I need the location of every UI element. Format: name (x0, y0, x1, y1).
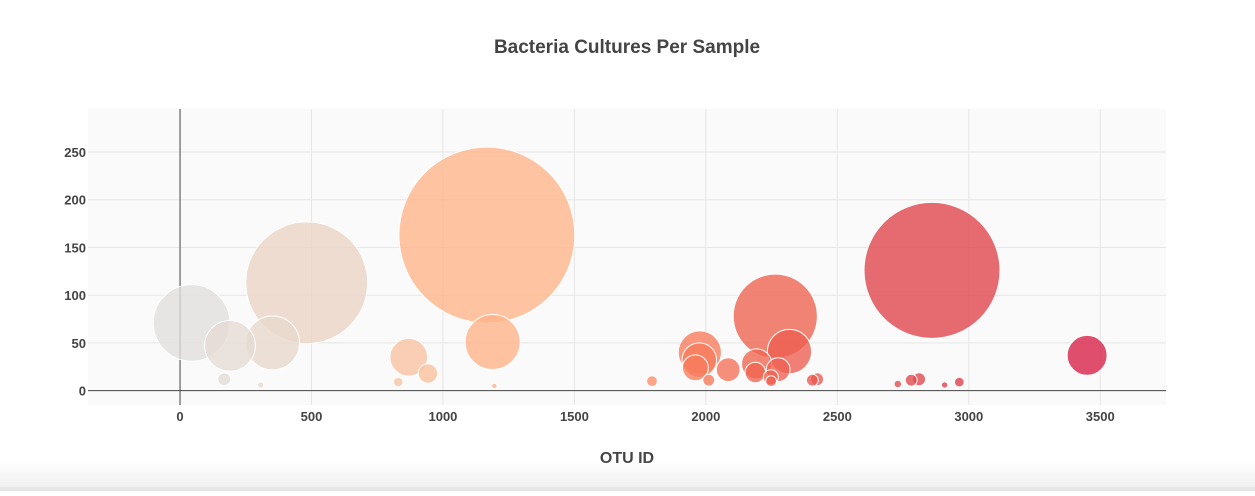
bubble-point (389, 337, 429, 377)
bubble-point (1066, 334, 1108, 376)
y-tick-label: 100 (64, 288, 86, 303)
bubble-point (464, 313, 521, 370)
bottom-border (0, 487, 1255, 491)
bubble-point (204, 319, 256, 372)
bubble-point (904, 373, 918, 387)
bubble-point (744, 361, 767, 384)
y-tick-label: 150 (64, 240, 86, 255)
bubble-point (940, 381, 949, 389)
bubble-point (893, 379, 903, 389)
x-tick-label: 1000 (428, 409, 457, 424)
y-tick-label: 250 (64, 145, 86, 160)
x-tick-label: 2000 (691, 409, 720, 424)
bubble-point (702, 373, 716, 387)
bubbles (152, 146, 1108, 390)
chart-title: Bacteria Cultures Per Sample (494, 37, 760, 58)
bubble-point (217, 372, 232, 387)
bubble-point (398, 146, 576, 324)
x-tick-label: 3000 (954, 409, 983, 424)
bubble-point (417, 363, 439, 384)
bubble-point (245, 221, 369, 345)
bubble-point (715, 357, 741, 383)
bubble-point (765, 375, 777, 388)
bubble-point (953, 376, 965, 388)
bubble-point (646, 375, 658, 388)
x-tick-label: 3500 (1086, 409, 1115, 424)
y-tick-label: 50 (72, 336, 86, 351)
x-tick-label: 2500 (823, 409, 852, 424)
bubble-point (257, 381, 265, 389)
bubble-point (805, 373, 819, 387)
x-tick-label: 1500 (560, 409, 589, 424)
bubble-point (681, 354, 709, 382)
x-tick-label: 500 (301, 409, 323, 424)
y-tick-label: 0 (79, 384, 86, 399)
y-tick-label: 200 (64, 193, 86, 208)
x-tick-label: 0 (176, 409, 183, 424)
bubble-point (392, 376, 404, 388)
bubble-point (491, 382, 498, 390)
bubble-point (863, 201, 1001, 339)
bottom-shadow (0, 461, 1255, 491)
tick-labels: 0 500 1000 1500 2000 2500 3000 3500 0 50 100 150 200… (64, 145, 1114, 424)
